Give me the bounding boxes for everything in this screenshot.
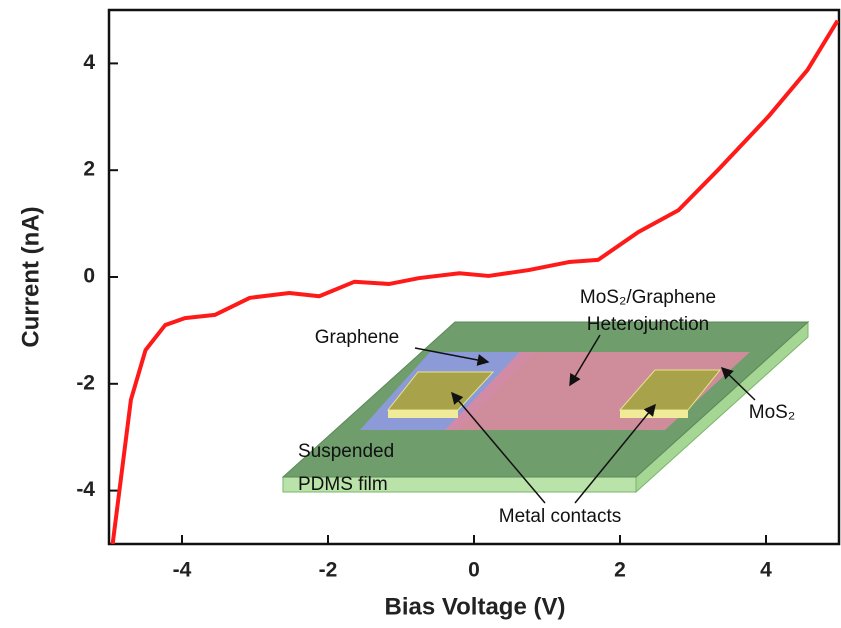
- y-tick-label: -2: [76, 371, 95, 394]
- annotation: MoS₂: [749, 402, 795, 423]
- x-tick-label: 0: [468, 559, 480, 582]
- x-tick-label: 4: [760, 559, 772, 582]
- y-axis-label: Current (nA): [17, 206, 44, 347]
- annotation: PDMS film: [298, 474, 388, 495]
- data-line: [110, 19, 839, 544]
- arrow: [574, 403, 656, 504]
- annotation: Metal contacts: [499, 506, 622, 527]
- x-tick-label: 2: [614, 559, 626, 582]
- y-tick-label: -4: [76, 478, 95, 501]
- arrow: [451, 391, 546, 504]
- x-tick-label: -2: [319, 559, 338, 582]
- y-tick-label: 4: [83, 51, 95, 74]
- contact-edge: [388, 410, 458, 418]
- y-tick-label: 2: [83, 158, 95, 181]
- annotation: Suspended: [298, 441, 394, 462]
- inset-diagram: MoS₂/Graphene Heterojunction Graphene Mo…: [281, 287, 810, 527]
- arrow: [569, 334, 601, 387]
- y-tick-label: 0: [83, 265, 95, 288]
- arrow: [414, 347, 490, 366]
- x-axis-label: Bias Voltage (V): [385, 593, 566, 620]
- annotation: Heterojunction: [587, 314, 710, 335]
- x-tick-label: -4: [173, 559, 192, 582]
- annotation: Graphene: [315, 327, 400, 348]
- annotation: MoS₂/Graphene: [580, 287, 716, 308]
- arrow: [720, 366, 756, 401]
- contact-edge: [620, 410, 688, 418]
